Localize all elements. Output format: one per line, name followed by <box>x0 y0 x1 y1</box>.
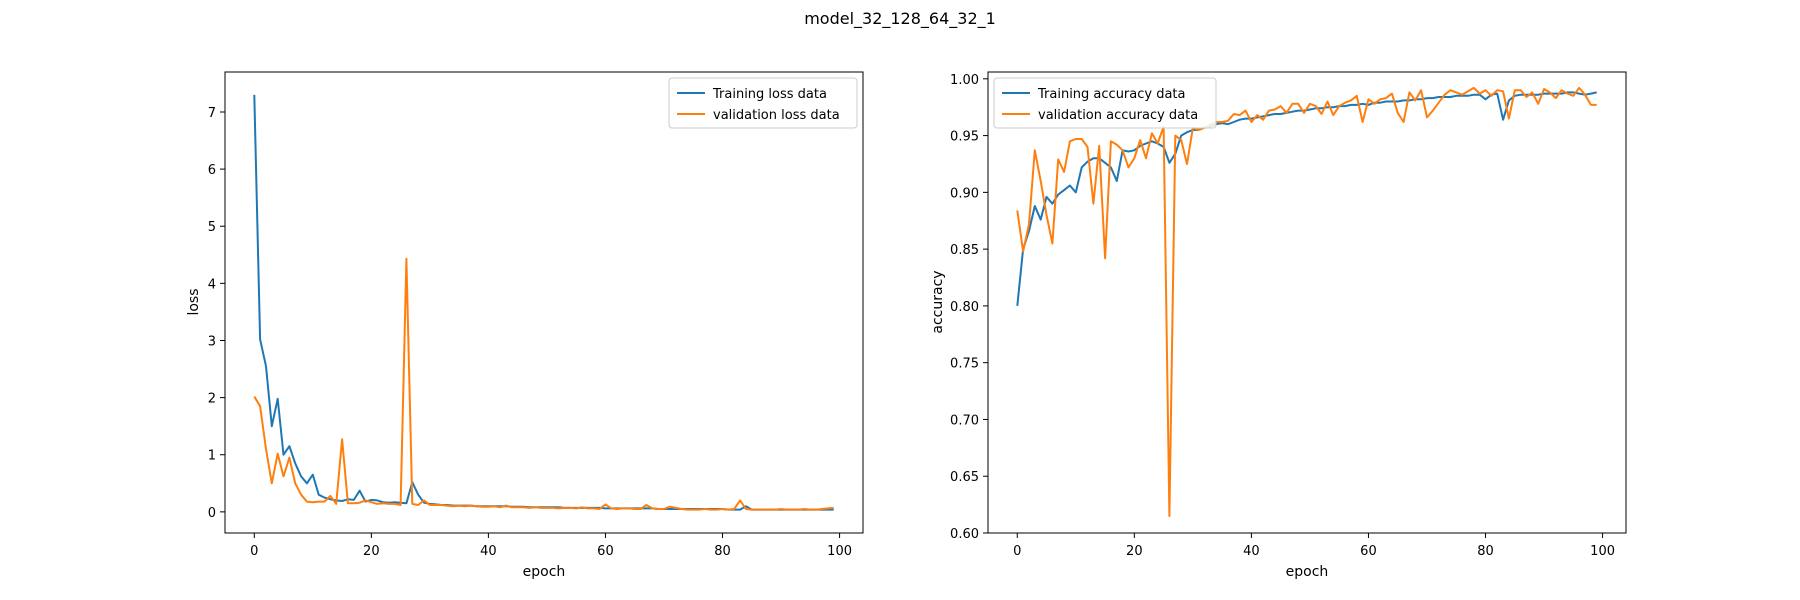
accuracy-x-tick-label: 0 <box>1013 544 1021 559</box>
loss-x-tick-label: 80 <box>714 544 731 559</box>
loss-x-axis-label: epoch <box>523 564 566 580</box>
loss-y-tick-label: 6 <box>208 163 216 178</box>
loss-series-line-2 <box>253 257 834 511</box>
accuracy-plot-area <box>987 71 1627 534</box>
accuracy-x-tick-label: 80 <box>1477 544 1494 559</box>
accuracy-y-tick-label: 1.00 <box>950 73 979 88</box>
accuracy-y-tick-label: 0.75 <box>950 357 979 372</box>
accuracy-legend-label-2: validation accuracy data <box>1038 108 1198 123</box>
loss-legend: Training loss data validation loss data <box>668 77 858 129</box>
loss-x-tick-label: 0 <box>250 544 258 559</box>
accuracy-y-tick-label: 0.70 <box>950 413 979 428</box>
loss-y-tick-label: 2 <box>208 392 216 407</box>
accuracy-chart: 0 20 40 60 80 100 0.60 0.65 0.70 0.75 0.80 0.85 0.9… <box>930 71 1627 580</box>
accuracy-y-tick-label: 0.85 <box>950 243 979 258</box>
loss-x-axis: 0 20 40 60 80 100 <box>250 533 852 559</box>
accuracy-legend: Training accuracy data validation accurac… <box>993 77 1217 129</box>
loss-chart: 0 20 40 60 80 100 0 1 2 3 4 5 6 7 epoch loss Trainin… <box>186 71 864 580</box>
accuracy-legend-box <box>993 77 1217 129</box>
loss-y-axis: 0 1 2 3 4 5 6 7 <box>208 106 225 521</box>
accuracy-y-axis: 0.60 0.65 0.70 0.75 0.80 0.85 0.90 0.95 1.00 <box>950 73 988 542</box>
loss-y-tick-label: 7 <box>208 106 216 121</box>
loss-legend-box <box>668 77 858 129</box>
loss-series-layer <box>253 94 834 511</box>
loss-y-axis-label: loss <box>186 288 202 315</box>
accuracy-y-tick-label: 0.80 <box>950 300 979 315</box>
accuracy-x-axis-label: epoch <box>1286 564 1329 580</box>
accuracy-x-tick-label: 20 <box>1126 544 1143 559</box>
accuracy-x-tick-label: 100 <box>1590 544 1615 559</box>
loss-legend-label-2: validation loss data <box>713 108 840 123</box>
loss-x-tick-label: 60 <box>597 544 614 559</box>
accuracy-y-tick-label: 0.95 <box>950 130 979 145</box>
loss-x-tick-label: 40 <box>480 544 497 559</box>
loss-legend-label-1: Training loss data <box>712 87 827 102</box>
loss-x-tick-label: 100 <box>827 544 852 559</box>
loss-plot-area <box>224 71 864 534</box>
accuracy-y-axis-label: accuracy <box>930 270 946 333</box>
loss-y-tick-label: 4 <box>208 277 216 292</box>
loss-y-tick-label: 3 <box>208 334 216 349</box>
accuracy-x-axis: 0 20 40 60 80 100 <box>1013 533 1615 559</box>
accuracy-x-tick-label: 60 <box>1360 544 1377 559</box>
accuracy-y-tick-label: 0.65 <box>950 470 979 485</box>
accuracy-legend-label-1: Training accuracy data <box>1037 87 1186 102</box>
loss-x-tick-label: 20 <box>363 544 380 559</box>
accuracy-y-tick-label: 0.60 <box>950 527 979 542</box>
loss-y-tick-label: 5 <box>208 220 216 235</box>
loss-y-tick-label: 1 <box>208 449 216 464</box>
accuracy-series-line-2 <box>1016 86 1597 517</box>
loss-y-tick-label: 0 <box>208 506 216 521</box>
accuracy-x-tick-label: 40 <box>1243 544 1260 559</box>
figure-title: model_32_128_64_32_1 <box>804 9 996 29</box>
accuracy-series-layer <box>1016 86 1597 517</box>
accuracy-y-tick-label: 0.90 <box>950 186 979 201</box>
